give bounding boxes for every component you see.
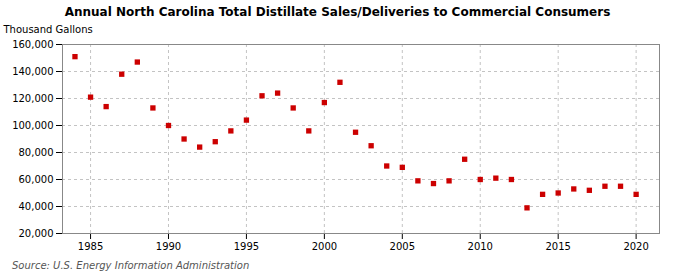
svg-text:Thousand Gallons: Thousand Gallons: [3, 24, 93, 35]
svg-text:2010: 2010: [468, 241, 493, 252]
svg-text:2015: 2015: [545, 241, 570, 252]
svg-text:1995: 1995: [234, 241, 259, 252]
html-text:Annual North Carolina Total Di: Annual North Carolina Total Distillate S…: [64, 5, 611, 19]
svg-text:80,000: 80,000: [19, 147, 54, 158]
svg-text:160,000: 160,000: [12, 39, 53, 50]
svg-text:120,000: 120,000: [12, 93, 53, 104]
svg-text:1990: 1990: [156, 241, 181, 252]
svg-text:2000: 2000: [312, 241, 337, 252]
svg-text:100,000: 100,000: [12, 120, 53, 131]
svg-text:1985: 1985: [78, 241, 103, 252]
svg-text:20,000: 20,000: [19, 228, 54, 239]
svg-text:140,000: 140,000: [12, 66, 53, 77]
svg-text:2020: 2020: [623, 241, 648, 252]
svg-text:2005: 2005: [390, 241, 415, 252]
svg-text:40,000: 40,000: [19, 201, 54, 212]
svg-text:60,000: 60,000: [19, 174, 54, 185]
html-text:Source: U.S. Energy Informatio: Source: U.S. Energy Information Administ…: [12, 260, 250, 271]
